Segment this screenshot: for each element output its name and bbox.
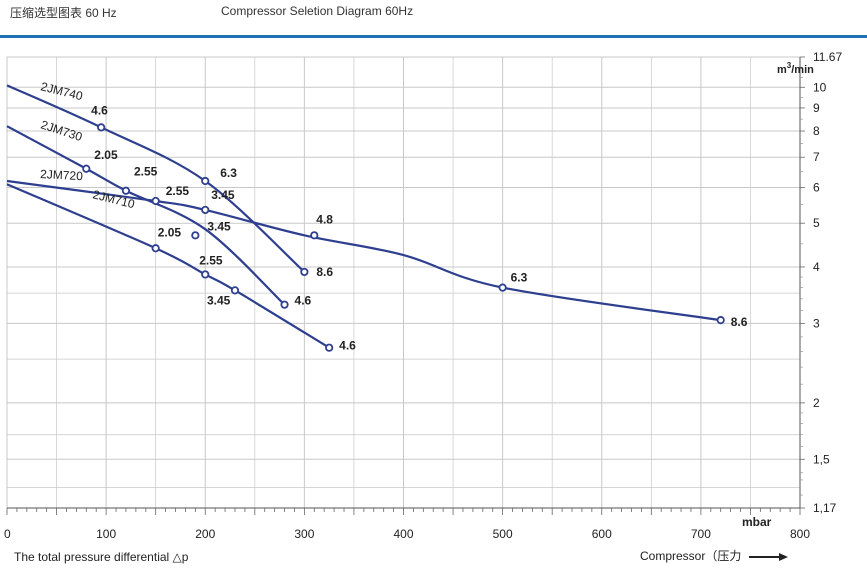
chart-series-layer: 2JM7404.66.38.62JM7302.052.553.454.62JM7… xyxy=(6,79,748,353)
data-point xyxy=(82,164,91,173)
compressor-pressure-label: Compressor（压力 xyxy=(640,547,789,564)
x-tick-label: 600 xyxy=(592,527,612,541)
y-tick-label: 4 xyxy=(813,260,820,274)
series-line xyxy=(6,84,306,273)
y-tick-label: 7 xyxy=(813,150,820,164)
header-en-title: Compressor Seletion Diagram 60Hz xyxy=(221,4,414,18)
x-tick-label: 700 xyxy=(691,527,711,541)
series-2jm730: 2JM730 2.05 2.55 3.45 4.6 xyxy=(6,118,312,309)
pressure-differential-label: The total pressure differential △p xyxy=(14,550,189,564)
x-tick-label: 100 xyxy=(96,527,116,541)
y-axis-label: m3/min xyxy=(777,61,814,76)
data-label: 3.45 xyxy=(207,293,231,307)
data-label: 4.6 xyxy=(339,339,356,353)
y-tick-label: 8 xyxy=(813,124,820,138)
data-point xyxy=(201,205,210,215)
x-tick-label: 200 xyxy=(195,527,215,541)
data-label: 8.6 xyxy=(731,315,748,329)
x-tick-label: 800 xyxy=(790,527,810,541)
series-2jm720: 2JM720 2.55 3.45 4.8 6.3 8.6 xyxy=(6,167,748,329)
data-point xyxy=(191,231,200,240)
data-point xyxy=(201,270,210,279)
arrow-right-icon xyxy=(748,552,788,561)
data-label: 4.6 xyxy=(295,294,312,308)
y-tick-label: 2 xyxy=(813,396,820,410)
y-tick-label: 3 xyxy=(813,316,820,330)
data-point xyxy=(300,267,309,277)
chart-grid xyxy=(6,56,801,509)
y-tick-label: 1,17 xyxy=(813,501,837,515)
data-label: 4.8 xyxy=(316,212,333,226)
data-label: 6.3 xyxy=(220,166,237,180)
data-point xyxy=(151,244,160,253)
data-label: 8.6 xyxy=(316,265,333,279)
data-point xyxy=(97,123,106,132)
header-accent-line xyxy=(0,35,867,38)
data-label: 2.55 xyxy=(134,165,158,179)
x-tick-label: 300 xyxy=(294,527,314,541)
header-cn-title: 压缩选型图表 60 Hz xyxy=(10,6,117,20)
data-point xyxy=(716,316,725,325)
data-point xyxy=(498,283,507,292)
series-name-label: 2JM730 xyxy=(39,118,84,145)
y-tick-label: 5 xyxy=(813,216,820,230)
data-point xyxy=(310,231,319,240)
data-point xyxy=(230,286,240,295)
data-point xyxy=(280,300,289,309)
series-name-label: 2JM720 xyxy=(40,167,84,183)
data-label: 2.55 xyxy=(199,253,223,267)
y-tick-label: 9 xyxy=(813,101,820,115)
data-point xyxy=(151,196,160,206)
x-tick-label: 400 xyxy=(393,527,413,541)
data-point xyxy=(325,343,334,352)
x-tick-label: 0 xyxy=(4,527,11,541)
data-label: 3.45 xyxy=(207,219,231,233)
data-label: 2.05 xyxy=(94,148,118,162)
series-line xyxy=(6,125,286,306)
compressor-pressure-text: Compressor（压力 xyxy=(640,549,742,563)
x-axis-label: mbar xyxy=(742,515,772,529)
data-label: 4.6 xyxy=(91,103,108,117)
series-name-label: 2JM740 xyxy=(39,79,84,103)
data-point xyxy=(201,176,210,186)
data-label: 3.45 xyxy=(211,188,235,202)
y-tick-label: 11.67 xyxy=(813,50,842,64)
x-tick-label: 500 xyxy=(493,527,513,541)
data-label: 2.05 xyxy=(158,225,182,239)
y-tick-label: 1,5 xyxy=(813,452,830,466)
y-tick-label: 10 xyxy=(813,80,827,94)
data-label: 2.55 xyxy=(166,184,190,198)
data-point xyxy=(121,186,131,195)
y-tick-label: 6 xyxy=(813,180,820,194)
data-label: 6.3 xyxy=(511,271,528,285)
